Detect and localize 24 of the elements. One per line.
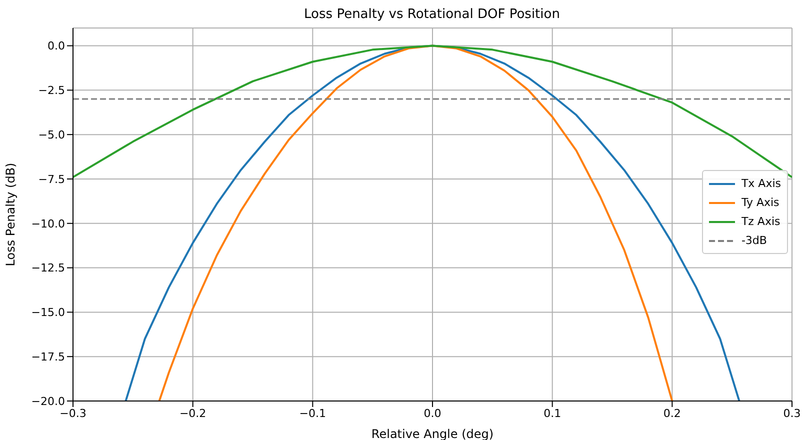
y-tick-label: −2.5 <box>38 84 65 98</box>
legend-label: Ty Axis <box>741 196 780 209</box>
y-axis-title: Loss Penalty (dB) <box>3 162 18 266</box>
legend-label: -3dB <box>741 234 767 247</box>
x-tick-label: 0.2 <box>663 406 681 420</box>
x-tick-label: 0.1 <box>544 406 562 420</box>
y-tick-label: −10.0 <box>31 217 65 230</box>
y-tick-label: −20.0 <box>31 394 65 408</box>
legend-label: Tx Axis <box>741 177 781 190</box>
x-tick-label: −0.3 <box>60 406 86 420</box>
y-tick-label: −7.5 <box>38 172 65 186</box>
x-tick-label: 0.3 <box>783 406 801 420</box>
chart-title: Loss Penalty vs Rotational DOF Position <box>304 7 560 22</box>
y-tick-label: −17.5 <box>31 350 65 364</box>
x-tick-label: −0.1 <box>299 406 326 420</box>
y-tick-label: −12.5 <box>31 262 65 275</box>
y-tick-label: −5.0 <box>38 128 65 142</box>
x-tick-label: 0.0 <box>424 406 442 420</box>
x-tick-label: −0.2 <box>179 406 206 420</box>
legend-label: Tz Axis <box>741 215 780 228</box>
y-tick-label: 0.0 <box>48 40 65 53</box>
line-series <box>73 44 792 178</box>
y-tick-label: −15.0 <box>31 306 65 320</box>
line-series <box>158 44 674 401</box>
